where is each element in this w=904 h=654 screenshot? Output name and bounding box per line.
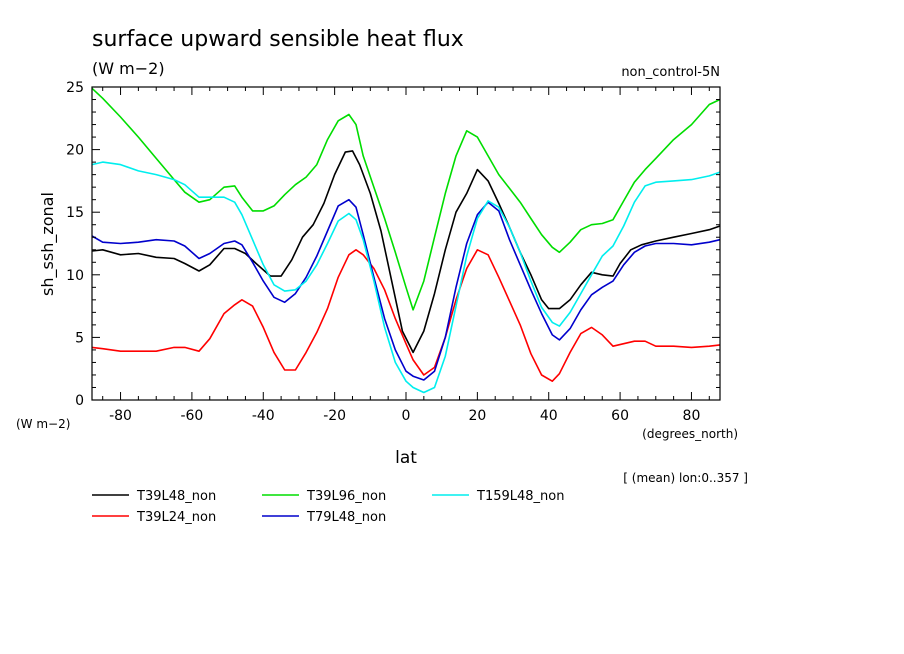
y-tick-label: 25 bbox=[66, 80, 84, 96]
x-tick-label: -20 bbox=[323, 408, 346, 424]
x-tick-label: 40 bbox=[540, 408, 558, 424]
x-tick-label: -60 bbox=[180, 408, 203, 424]
plot-frame bbox=[91, 86, 721, 401]
series-line-T39L24_non bbox=[91, 249, 721, 383]
y-axis-label: sh_ssh_zonal bbox=[38, 192, 58, 296]
y-tick-label: 5 bbox=[75, 330, 84, 346]
experiment-label: non_control-5N bbox=[621, 65, 720, 80]
y-units-label: (W m−2) bbox=[16, 417, 70, 431]
legend-label: T39L96_non bbox=[306, 489, 386, 504]
y-tick-label: 0 bbox=[75, 393, 84, 409]
y-tick-label: 20 bbox=[66, 143, 84, 159]
footnote: [ (mean) lon:0..357 ] bbox=[623, 471, 748, 485]
x-tick-label: 80 bbox=[683, 408, 701, 424]
series-line-T159L48_non bbox=[91, 161, 721, 394]
series-line-T39L48_non bbox=[91, 150, 721, 354]
legend-label: T79L48_non bbox=[306, 510, 386, 525]
x-units-label: (degrees_north) bbox=[642, 427, 738, 441]
y-tick-label: 10 bbox=[66, 268, 84, 284]
legend-label: T159L48_non bbox=[476, 489, 564, 504]
legend-label: T39L24_non bbox=[136, 510, 216, 525]
series-line-T79L48_non bbox=[91, 198, 721, 381]
legend: T39L48_non T39L96_non T159L48_non T39L24_no… bbox=[92, 489, 564, 525]
legend-label: T39L48_non bbox=[136, 489, 216, 504]
x-tick-label: -80 bbox=[109, 408, 132, 424]
x-tick-label: 60 bbox=[611, 408, 629, 424]
y-tick-label: 15 bbox=[66, 205, 84, 221]
x-tick-label: -40 bbox=[252, 408, 275, 424]
chart-title: surface upward sensible heat flux bbox=[92, 27, 464, 52]
axis-ticks: -80 -60 -40 -20 0 20 40 60 80 0 5 10 15 20 25 bbox=[66, 80, 720, 424]
x-tick-label: 0 bbox=[402, 408, 411, 424]
series-layer bbox=[91, 87, 721, 394]
x-axis-label: lat bbox=[395, 448, 417, 468]
series-line-T39L96_non bbox=[91, 87, 721, 311]
x-tick-label: 20 bbox=[468, 408, 486, 424]
chart-subtitle: (W m−2) bbox=[92, 59, 165, 78]
